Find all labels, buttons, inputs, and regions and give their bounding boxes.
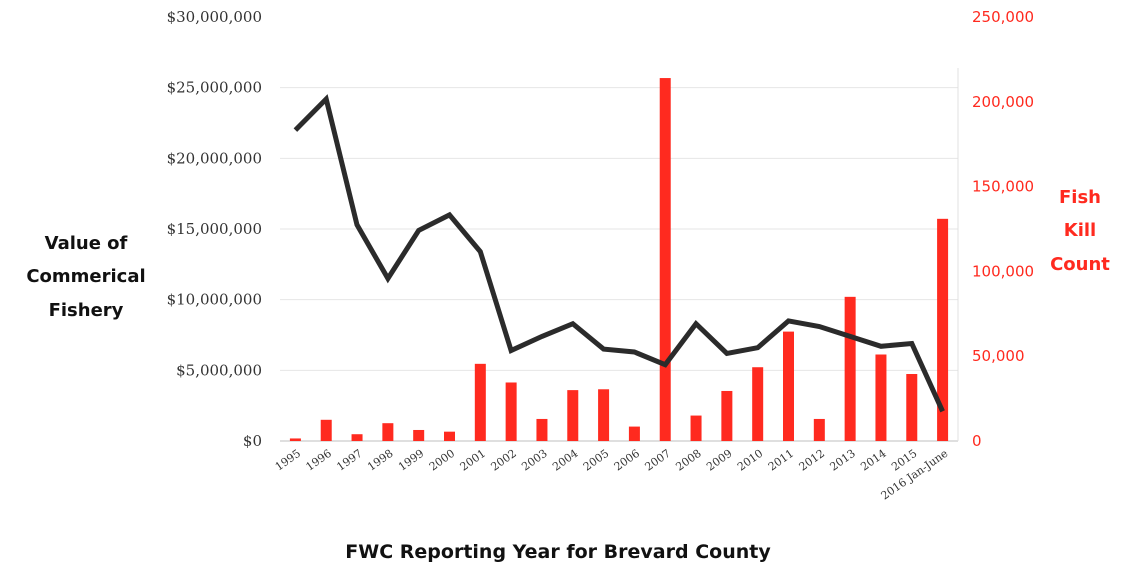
x-axis-ticks: 1995 1996 1997 1998 1999 2000 2001 2002 2003 2004…: [273, 447, 951, 503]
x-tick-label: 2010: [735, 447, 765, 474]
x-tick-label: 2005: [581, 447, 611, 474]
left-axis-title-line-3: Fishery: [49, 300, 124, 321]
right-tick-label: 50,000: [972, 347, 1025, 365]
bar-fish-kill-2002: [505, 382, 517, 441]
right-tick-label: 200,000: [972, 93, 1034, 111]
x-tick-label: 2007: [643, 447, 673, 474]
bar-fish-kill-2013: [844, 296, 856, 441]
x-tick-label: 2009: [704, 447, 734, 474]
bar-fish-kill-2010: [752, 367, 764, 441]
x-tick-label: 2002: [488, 447, 518, 474]
bar-fish-kill-2005: [598, 389, 610, 441]
bar-series-fish-kill: [289, 78, 949, 441]
x-axis-title: FWC Reporting Year for Brevard County: [345, 541, 771, 563]
left-tick-label: $5,000,000: [176, 361, 262, 379]
x-tick-label: 1999: [396, 447, 426, 474]
bar-fish-kill-2006: [628, 426, 640, 441]
left-tick-label: $10,000,000: [167, 291, 262, 309]
x-tick-label: 2014: [858, 447, 888, 474]
bar-fish-kill-2014: [875, 354, 887, 441]
bar-fish-kill-1996: [320, 419, 332, 441]
x-tick-label: 1996: [304, 447, 334, 474]
bar-fish-kill-1995: [289, 438, 301, 441]
bar-fish-kill-2001: [474, 363, 486, 441]
gridlines: [280, 68, 959, 442]
left-tick-label: $20,000,000: [167, 149, 262, 167]
x-tick-label: 2011: [766, 447, 796, 474]
x-tick-label: 1998: [365, 447, 395, 474]
left-axis-title-line-1: Value of: [45, 233, 128, 254]
left-axis-ticks: $0 $5,000,000 $10,000,000 $15,000,000 $20,00…: [167, 8, 262, 450]
bar-fish-kill-2008: [690, 415, 702, 441]
x-tick-label: 2003: [519, 447, 549, 474]
bar-fish-kill-1998: [382, 423, 394, 441]
bar-fish-kill-2003: [536, 418, 548, 441]
right-tick-label: 250,000: [972, 8, 1034, 26]
bar-fish-kill-2007: [659, 78, 671, 441]
left-tick-label: $30,000,000: [167, 8, 262, 26]
bar-fish-kill-1999: [413, 429, 425, 441]
left-tick-label: $0: [243, 432, 262, 450]
bar-fish-kill-2000: [444, 431, 455, 441]
left-tick-label: $25,000,000: [167, 79, 262, 97]
x-tick-label: 1997: [334, 447, 364, 474]
left-tick-label: $15,000,000: [167, 220, 262, 238]
right-tick-label: 150,000: [972, 178, 1034, 196]
right-axis-title-line-1: Fish: [1059, 187, 1101, 208]
bar-fish-kill-2016 Jan-June: [937, 218, 949, 441]
right-axis-title-line-2: Kill: [1064, 220, 1096, 241]
bar-fish-kill-1997: [351, 434, 363, 441]
bar-fish-kill-2015: [906, 374, 918, 441]
x-tick-label: 2008: [673, 447, 703, 474]
x-tick-label: 2012: [797, 447, 827, 474]
left-axis-title-line-2: Commerical: [26, 266, 145, 287]
bar-fish-kill-2009: [721, 390, 733, 441]
x-tick-label: 2004: [550, 447, 580, 474]
bar-fish-kill-2012: [813, 418, 825, 441]
right-tick-label: 100,000: [972, 262, 1034, 280]
bar-fish-kill-2004: [567, 390, 579, 441]
x-tick-label: 1995: [273, 447, 303, 474]
right-axis-ticks: 0 50,000 100,000 150,000 200,000 250,000: [972, 8, 1034, 450]
line-series-fishery-value: [293, 94, 945, 413]
x-tick-label: 2013: [827, 447, 857, 474]
x-tick-label: 2006: [612, 447, 642, 474]
x-tick-label: 2001: [458, 447, 488, 474]
right-tick-label: 0: [972, 432, 982, 450]
x-tick-label: 2000: [427, 447, 457, 474]
fishery-value-line: [293, 94, 945, 413]
right-axis-title-line-3: Count: [1050, 254, 1110, 275]
bar-fish-kill-2011: [783, 331, 794, 441]
